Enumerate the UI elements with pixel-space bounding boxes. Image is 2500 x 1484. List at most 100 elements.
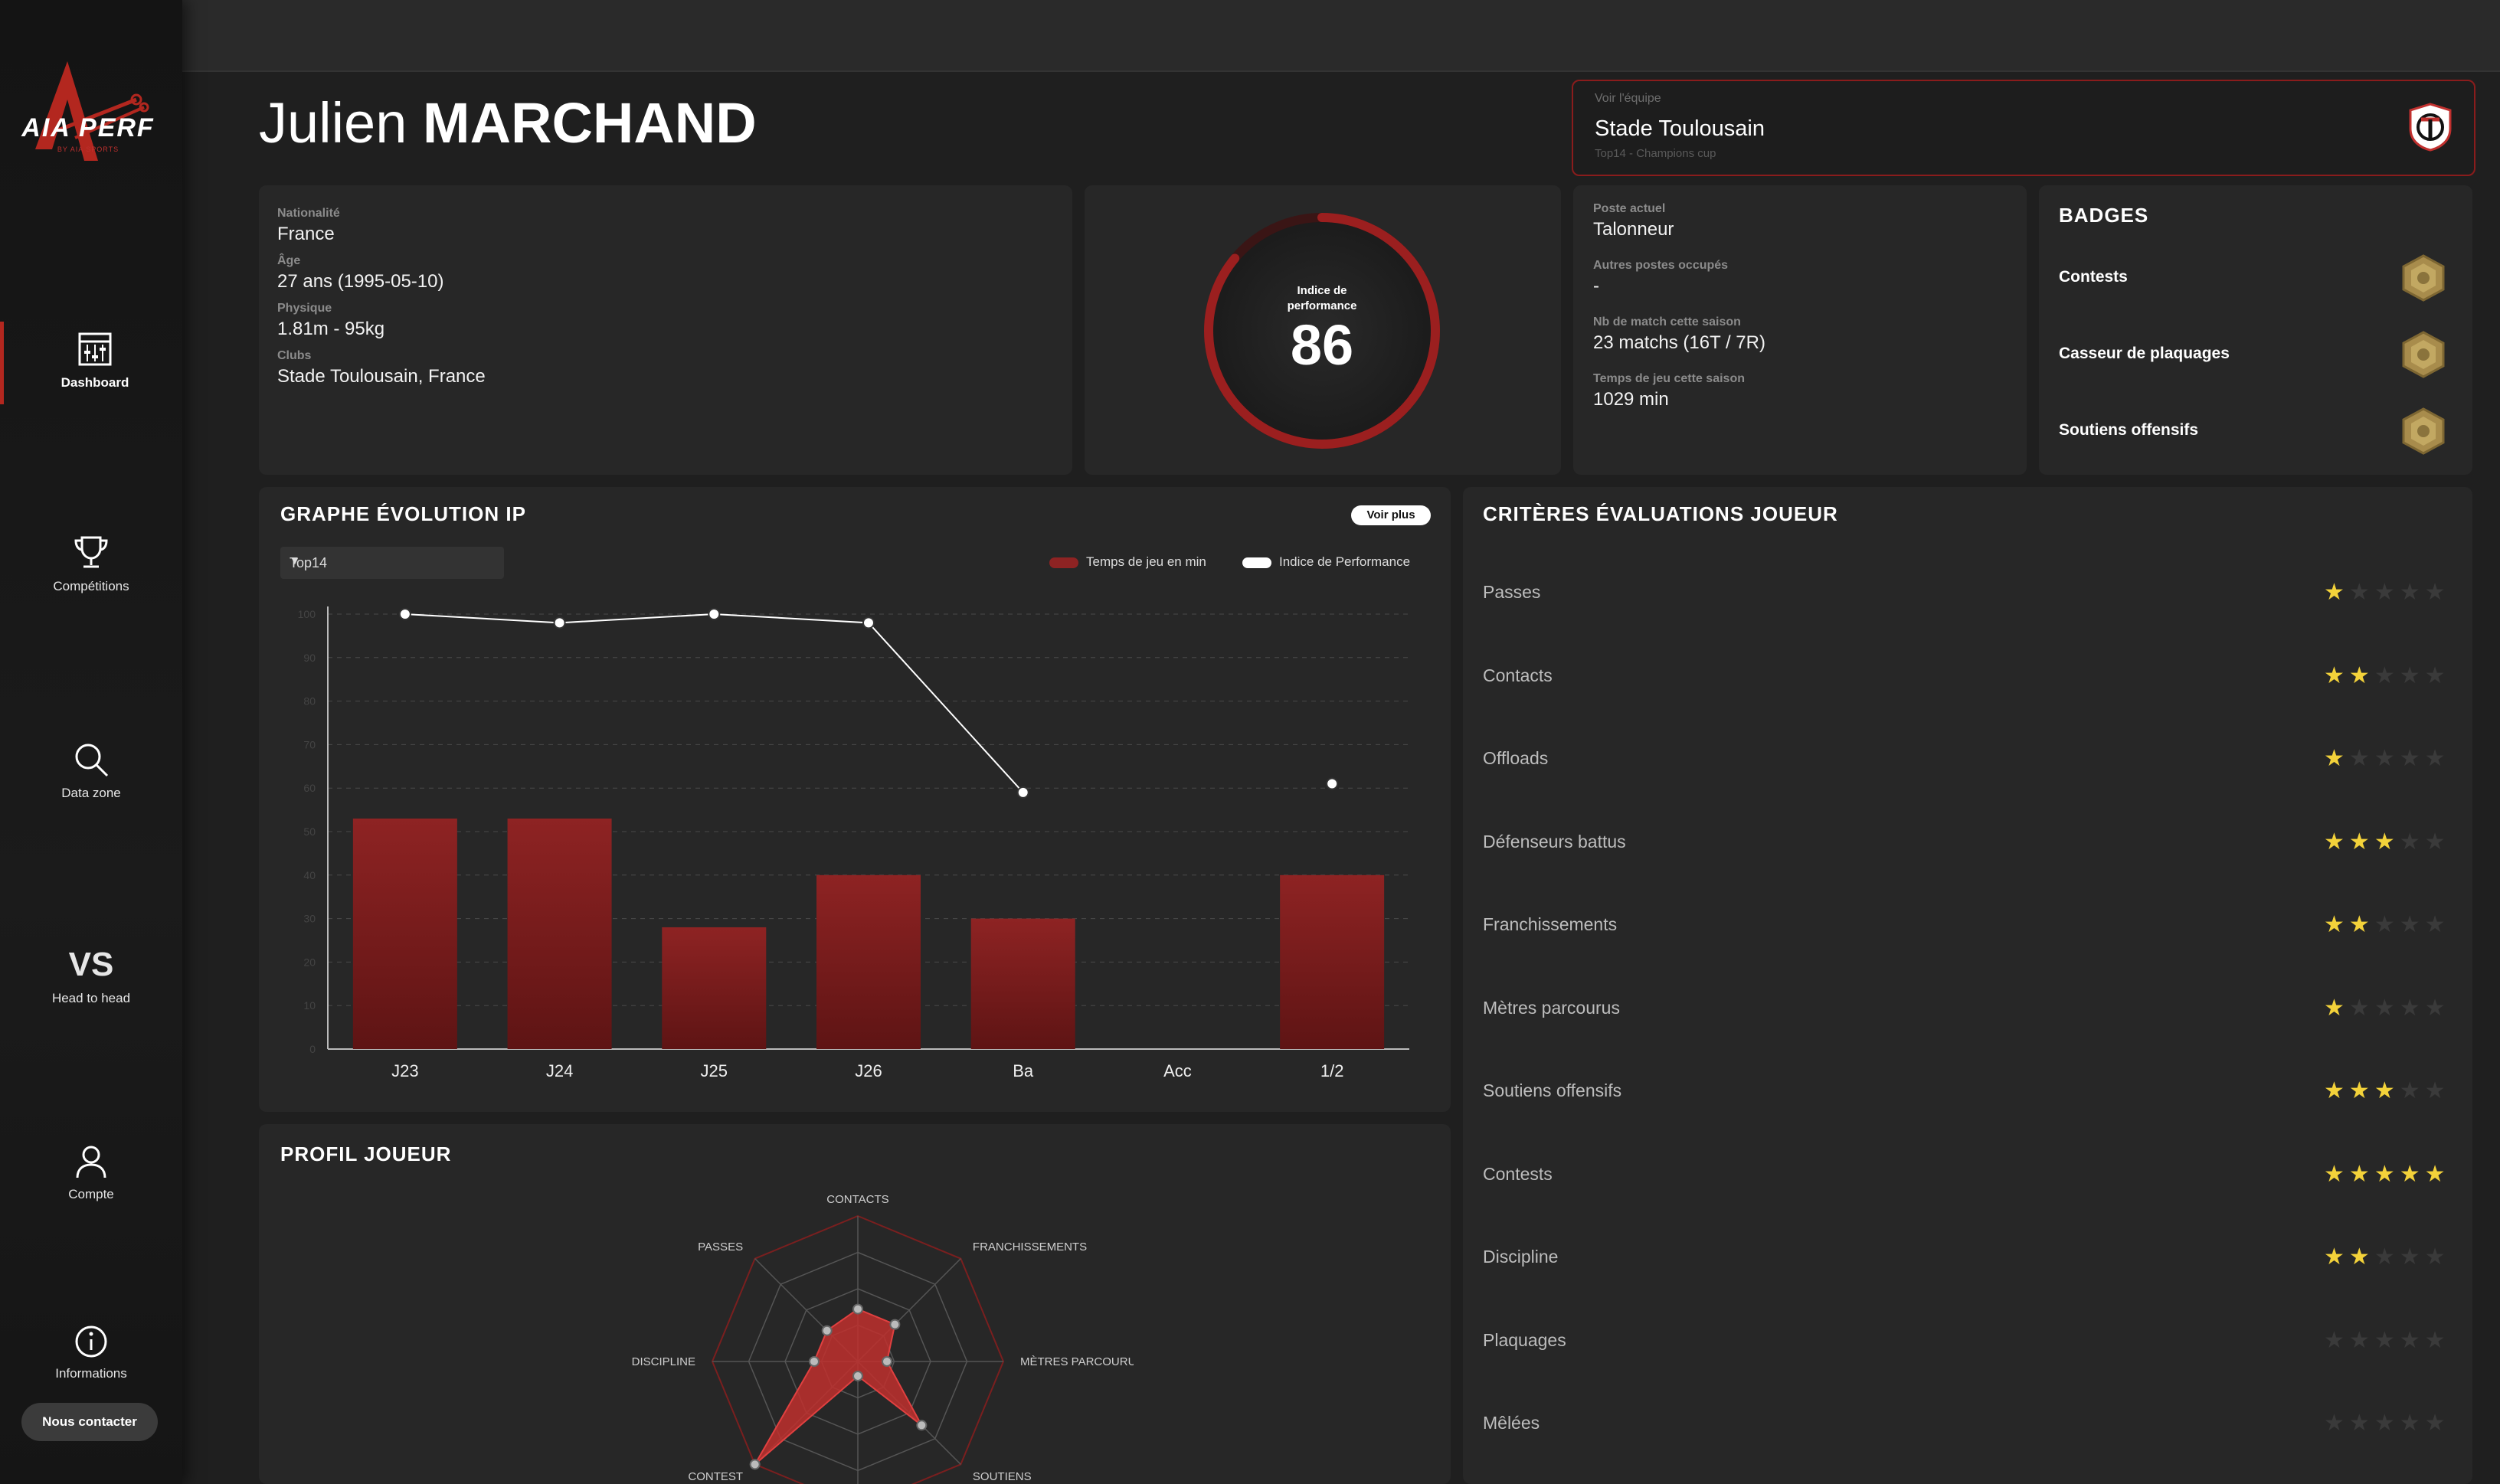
brand-subtitle: BY AIA SPORTS: [57, 145, 119, 153]
team-crest-icon: [2409, 103, 2452, 152]
x-tick-label: J26: [855, 1061, 882, 1080]
criteria-card: [1463, 487, 2472, 1484]
contact-button[interactable]: Nous contacter: [21, 1403, 158, 1441]
x-tick-label: J25: [701, 1061, 728, 1080]
competition-select[interactable]: Top14 ▼: [280, 547, 504, 579]
badge-item[interactable]: Casseur de plaquages: [2059, 331, 2446, 378]
y-tick-label: 40: [303, 869, 316, 881]
star-icon: ★: [2399, 1161, 2425, 1187]
badge-medal-icon: [2402, 331, 2445, 378]
star-icon: ★: [2374, 1078, 2400, 1103]
y-tick-label: 30: [303, 913, 316, 925]
legend-swatch-line: [1242, 557, 1271, 568]
radar-point[interactable]: [916, 1420, 928, 1431]
bar-playtime[interactable]: [352, 818, 457, 1049]
performance-point[interactable]: [708, 608, 721, 620]
star-icon: ★: [2399, 829, 2425, 855]
criteria-row: Plaquages ★★★★★: [1483, 1324, 2456, 1355]
legend-performance: Indice de Performance: [1242, 554, 1410, 570]
profile-card: [259, 1124, 1451, 1484]
radar-point[interactable]: [852, 1303, 863, 1315]
identity-physique: Physique 1.81m - 95kg: [277, 302, 486, 340]
performance-point[interactable]: [862, 616, 875, 629]
bar-playtime[interactable]: [662, 927, 767, 1049]
search-icon: [75, 744, 109, 777]
sidebar: AIA PERF BY AIA SPORTS Dashboard Compéti…: [0, 0, 182, 1484]
identity-label: Physique: [277, 302, 332, 315]
star-icon: ★: [2348, 1244, 2374, 1270]
criteria-stars: ★★★★★: [2324, 911, 2450, 938]
player-name: Julien MARCHAND: [259, 90, 757, 155]
radar-point[interactable]: [809, 1356, 820, 1367]
bar-playtime[interactable]: [507, 818, 612, 1049]
gauge-fill: [1204, 213, 1440, 449]
nav-informations[interactable]: Informations: [0, 1325, 182, 1381]
profile-radar-chart: CONTACTS FRANCHISSEMENTS MÈTRES PARCOURUS S…: [632, 1193, 1134, 1484]
see-more-button[interactable]: Voir plus: [1351, 505, 1431, 525]
star-icon: ★: [2348, 995, 2374, 1021]
position-matches: Nb de match cette saison 23 matchs (16T …: [1593, 315, 1765, 354]
star-icon: ★: [2399, 1244, 2425, 1270]
radar-point[interactable]: [889, 1319, 901, 1330]
star-icon: ★: [2324, 1244, 2349, 1270]
nav-competitions[interactable]: Compétitions: [0, 534, 182, 594]
radar-area: [754, 1308, 923, 1466]
criteria-label: Soutiens offensifs: [1483, 1080, 1622, 1100]
position-card: Poste actuel Talonneur Autres postes occ…: [1573, 185, 2027, 475]
badges-card: BADGES Contests Casseur de plaquages Sou…: [2039, 185, 2472, 475]
radar-axis-label: CONTEST: [688, 1470, 743, 1483]
performance-point[interactable]: [398, 608, 411, 620]
brand-logo[interactable]: [21, 54, 167, 214]
position-value: 23 matchs (16T / 7R): [1593, 332, 1765, 353]
star-icon: ★: [2374, 1161, 2400, 1187]
criteria-stars: ★★★★★: [2324, 1327, 2450, 1354]
star-icon: ★: [2424, 1410, 2450, 1436]
vs-icon: VS: [68, 946, 114, 983]
star-icon: ★: [2424, 1327, 2450, 1353]
gauge-label: Indice de performance: [1199, 283, 1445, 314]
nav-head-to-head[interactable]: VS Head to head: [0, 946, 182, 1006]
competition-select-value: Top14: [290, 555, 328, 570]
identity-nationality: Nationalité France: [277, 207, 486, 245]
criteria-label: Discipline: [1483, 1247, 1559, 1267]
criteria-label: Franchissements: [1483, 914, 1618, 934]
badge-item[interactable]: Contests: [2059, 254, 2446, 302]
radar-point[interactable]: [852, 1371, 863, 1381]
star-icon: ★: [2399, 912, 2425, 937]
bar-playtime[interactable]: [970, 918, 1075, 1049]
star-icon: ★: [2374, 829, 2400, 855]
star-icon: ★: [2399, 1078, 2425, 1103]
gauge-background: [1209, 217, 1435, 444]
performance-point[interactable]: [1016, 786, 1029, 799]
criteria-row: Contests ★★★★★: [1483, 1158, 2456, 1188]
radar-point[interactable]: [821, 1325, 833, 1336]
star-icon: ★: [2324, 1410, 2349, 1436]
chevron-down-icon: ▼: [290, 554, 300, 567]
radar-axis-label: CONTACTS: [826, 1193, 888, 1206]
criteria-stars: ★★★★★: [2324, 1161, 2450, 1188]
star-icon: ★: [2374, 746, 2400, 771]
nav-dashboard[interactable]: Dashboard: [0, 322, 186, 404]
position-label: Nb de match cette saison: [1593, 315, 1741, 329]
position-current: Poste actuel Talonneur: [1593, 202, 1765, 240]
radar-point[interactable]: [749, 1459, 761, 1470]
position-label: Autres postes occupés: [1593, 259, 1729, 272]
team-link-label[interactable]: Voir l'équipe: [1595, 92, 1661, 105]
x-tick-label: Ba: [1013, 1061, 1034, 1080]
nav-head-to-head-label: Head to head: [51, 991, 131, 1005]
criteria-title: CRITÈRES ÉVALUATIONS JOUEUR: [1483, 502, 1838, 525]
nav-data-zone[interactable]: Data zone: [0, 741, 182, 801]
position-playtime: Temps de jeu cette saison 1029 min: [1593, 372, 1765, 410]
bar-playtime[interactable]: [816, 874, 921, 1049]
nav-account[interactable]: Compte: [0, 1144, 182, 1202]
badge-medal-icon: [2402, 254, 2445, 302]
team-card[interactable]: Voir l'équipe Stade Toulousain Top14 - C…: [1572, 80, 2475, 176]
performance-point[interactable]: [1326, 777, 1339, 790]
bar-playtime[interactable]: [1280, 874, 1385, 1049]
criteria-row: Passes ★★★★★: [1483, 576, 2456, 606]
criteria-stars: ★★★★★: [2324, 745, 2450, 772]
y-tick-label: 20: [303, 956, 316, 968]
radar-point[interactable]: [882, 1356, 892, 1367]
performance-point[interactable]: [553, 616, 566, 629]
badge-item[interactable]: Soutiens offensifs: [2059, 407, 2446, 455]
